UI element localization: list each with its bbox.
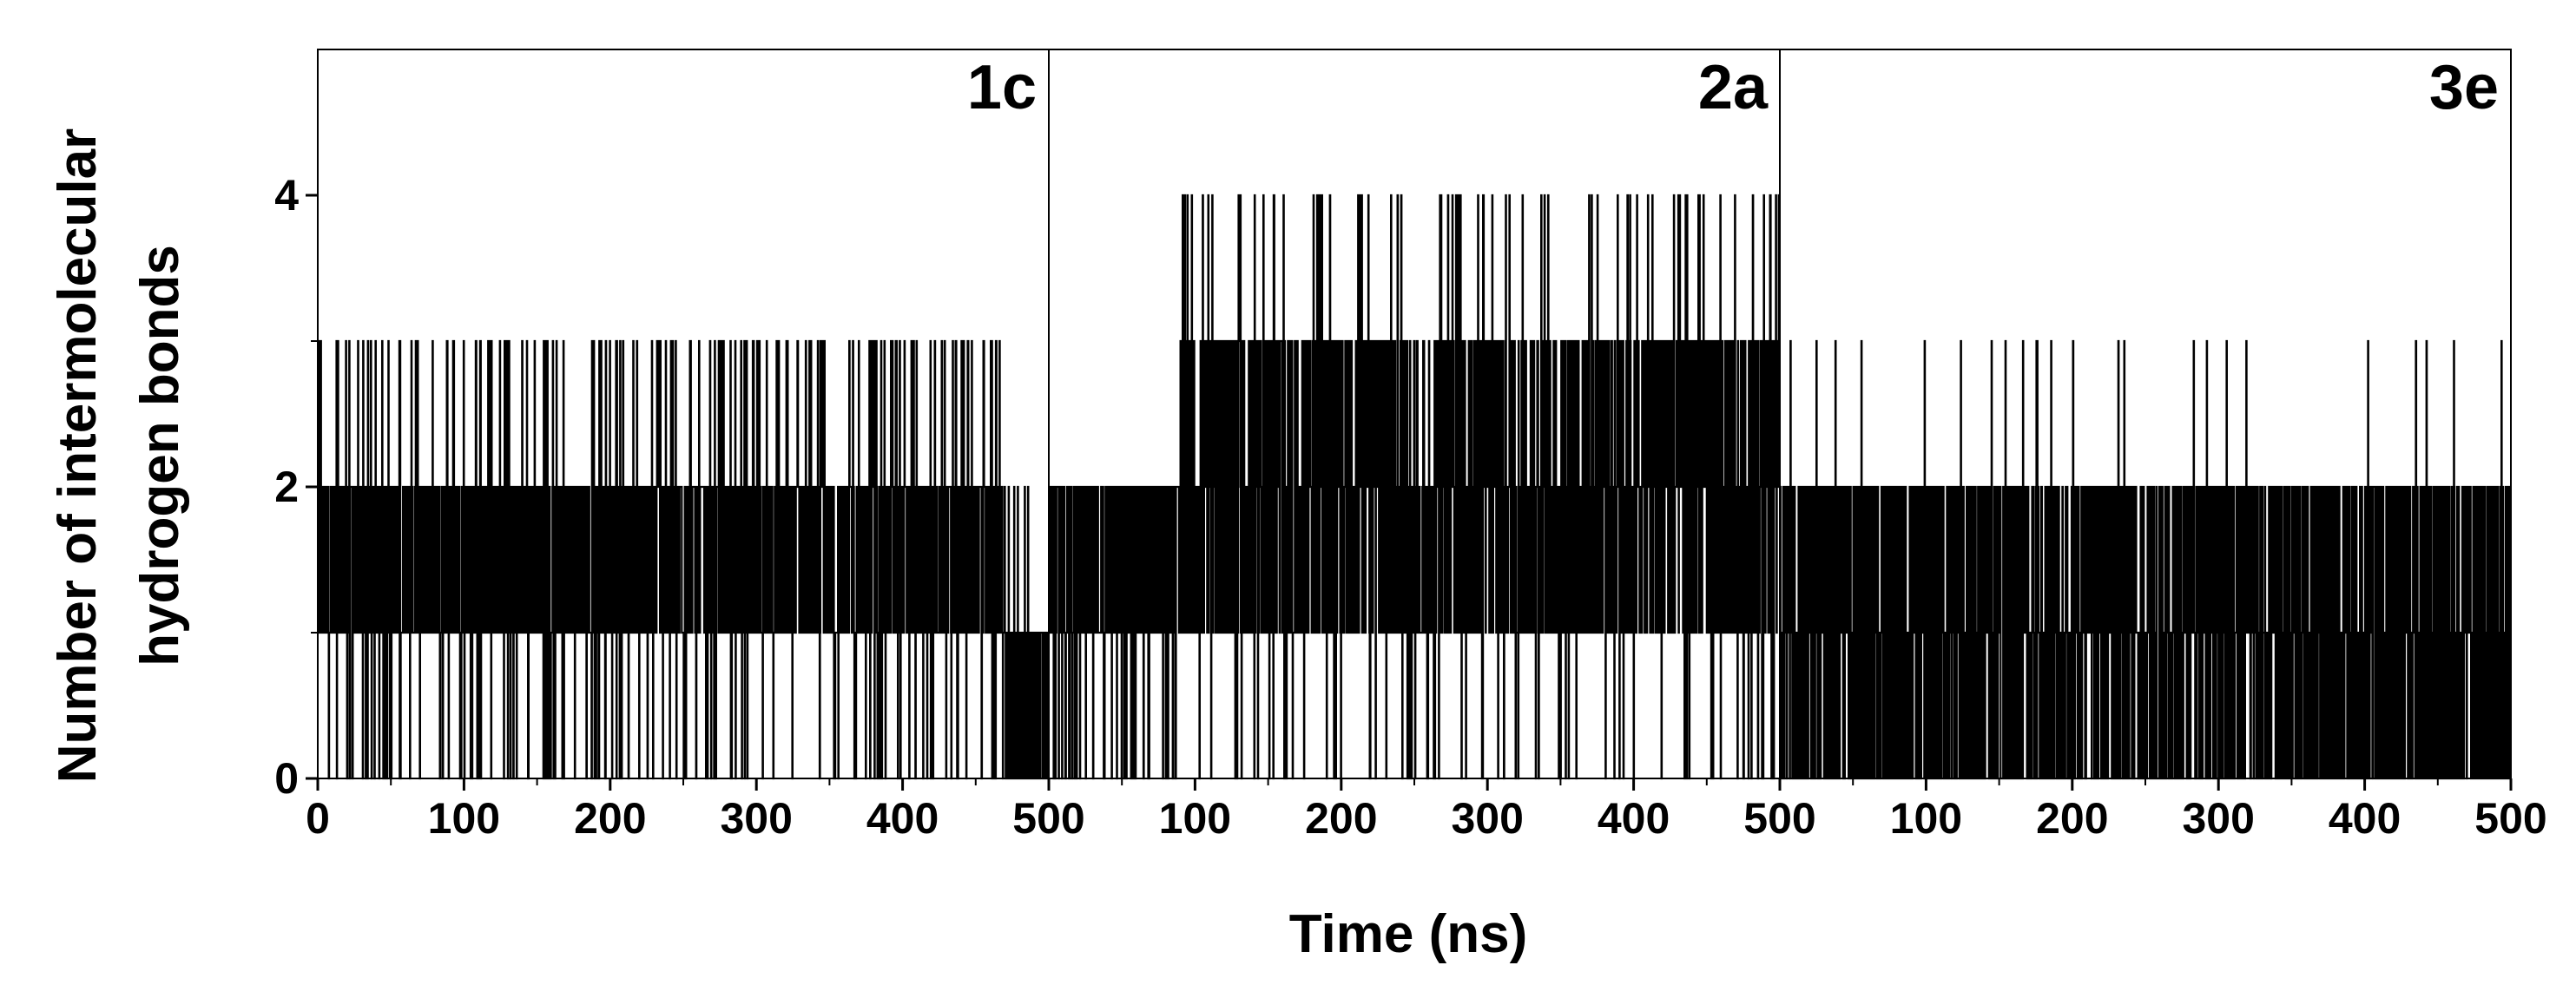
x-tick-label: 300: [1451, 794, 1523, 843]
y-tick-label: 0: [274, 754, 299, 803]
panel-label-1c: 1c: [967, 53, 1037, 122]
x-tick-label: 500: [1012, 794, 1084, 843]
x-tick-label: 200: [2036, 794, 2108, 843]
y-axis-title-line-1: Number of intermolecular: [48, 128, 108, 783]
panel-label-2a: 2a: [1698, 53, 1769, 122]
panel-1c: 1c 0 100 200 300 400 500: [306, 49, 1085, 843]
series-line-3e: [1779, 339, 2512, 780]
x-tick-label: 300: [2182, 794, 2254, 843]
y-axis-title-line-2: hydrogen bonds: [130, 245, 190, 667]
x-tick-label: 200: [574, 794, 646, 843]
x-axis-title: Time (ns): [1289, 904, 1527, 964]
x-tick-label: 400: [866, 794, 939, 843]
x-tick-label: 0: [306, 794, 330, 843]
x-tick-label: 400: [1598, 794, 1670, 843]
x-tick-label: 500: [2474, 794, 2546, 843]
x-tick-label: 200: [1305, 794, 1377, 843]
x-tick-label: 400: [2329, 794, 2401, 843]
y-axis-title: Number of intermolecular hydrogen bonds: [48, 128, 190, 783]
x-tick-label: 100: [1159, 794, 1231, 843]
y-tick-label: 2: [274, 463, 299, 511]
series-line-2a: [1048, 194, 1781, 780]
x-tick-label: 500: [1743, 794, 1815, 843]
x-tick-label: 100: [428, 794, 500, 843]
plot-area: 1c 0 100 200 300 400 500 2a 100 200 300 400 500 3e 100…: [274, 49, 2547, 843]
x-tick-label: 100: [1890, 794, 1962, 843]
y-tick-label: 4: [274, 171, 299, 220]
series-line-1c: [317, 339, 1049, 780]
panel-2a: 2a 100 200 300 400 500: [1047, 49, 1816, 843]
panel-label-3e: 3e: [2429, 53, 2499, 122]
x-tick-label: 300: [720, 794, 792, 843]
panel-3e: 3e 100 200 300 400 500: [1778, 49, 2547, 843]
